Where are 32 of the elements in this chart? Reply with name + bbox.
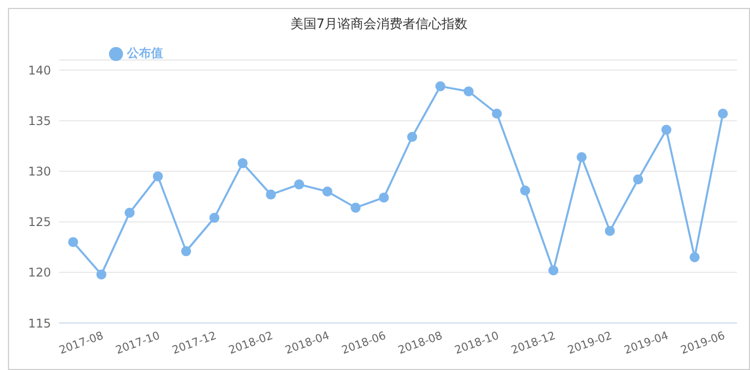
point bbox=[68, 237, 78, 248]
point bbox=[350, 202, 361, 213]
y-tick-label: 135 bbox=[28, 114, 51, 128]
point bbox=[294, 179, 304, 190]
point bbox=[124, 208, 135, 218]
legend-label: 公布值 bbox=[127, 46, 163, 60]
point bbox=[492, 108, 502, 119]
point bbox=[322, 186, 332, 196]
point bbox=[152, 171, 163, 182]
y-tick-label: 115 bbox=[28, 316, 51, 330]
point bbox=[435, 81, 446, 92]
y-tick-label: 130 bbox=[28, 164, 51, 179]
point bbox=[520, 185, 530, 196]
point bbox=[604, 226, 615, 236]
y-tick-label: 140 bbox=[28, 63, 51, 78]
point bbox=[633, 174, 644, 184]
point bbox=[690, 252, 700, 262]
point bbox=[576, 152, 587, 162]
point bbox=[661, 124, 672, 135]
point bbox=[238, 158, 248, 168]
point bbox=[407, 132, 418, 142]
y-tick-label: 125 bbox=[28, 215, 51, 230]
point bbox=[718, 108, 728, 119]
chart-title: 美国7月谘商会消费者信心指数 bbox=[289, 16, 469, 33]
point bbox=[548, 265, 558, 276]
point bbox=[378, 192, 389, 203]
y-tick-label: 120 bbox=[28, 266, 51, 280]
point bbox=[464, 86, 474, 96]
point bbox=[266, 190, 276, 200]
point bbox=[209, 212, 220, 223]
point bbox=[181, 246, 192, 256]
point bbox=[96, 269, 106, 280]
